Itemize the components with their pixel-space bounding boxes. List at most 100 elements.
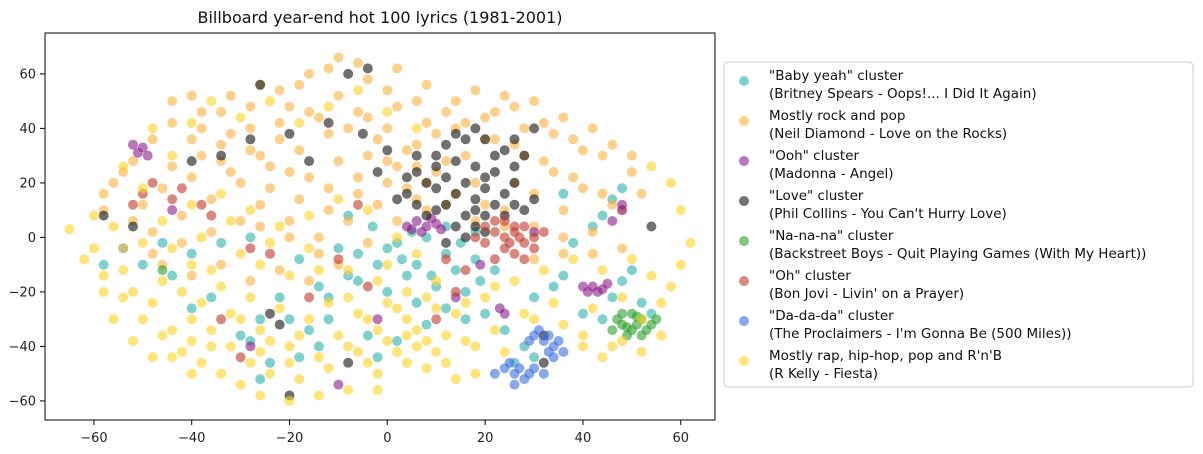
- scatter-point: [372, 368, 383, 379]
- scatter-point: [651, 314, 662, 325]
- y-tick-label: 60: [19, 67, 36, 82]
- legend-entry: Mostly rock and pop (Neil Diamond - Love …: [739, 108, 1007, 142]
- scatter-point: [636, 314, 647, 325]
- scatter-point: [626, 167, 637, 177]
- scatter-point: [196, 150, 207, 161]
- legend-marker: [739, 116, 749, 126]
- scatter-point: [617, 243, 628, 254]
- legend-entry: "Oh" cluster (Bon Jovi - Livin' on a Pray…: [739, 268, 964, 302]
- scatter-point: [167, 150, 178, 161]
- scatter-point: [489, 227, 500, 237]
- scatter-point: [157, 216, 168, 226]
- scatter-point: [450, 308, 461, 319]
- scatter-point: [284, 232, 295, 243]
- scatter-point: [284, 395, 295, 406]
- scatter-point: [392, 216, 403, 226]
- scatter-point: [431, 161, 442, 172]
- series-7: [64, 85, 696, 406]
- scatter-point: [372, 276, 383, 286]
- scatter-point: [265, 237, 275, 248]
- scatter-point: [333, 90, 344, 101]
- scatter-point: [186, 336, 197, 346]
- scatter-point: [255, 314, 266, 325]
- scatter-point: [245, 232, 256, 243]
- scatter-point: [128, 199, 138, 210]
- scatter-point: [206, 194, 217, 205]
- scatter-point: [480, 237, 491, 248]
- scatter-point: [558, 205, 569, 216]
- scatter-point: [353, 308, 363, 319]
- scatter-point: [186, 314, 197, 325]
- scatter-point: [450, 128, 461, 139]
- scatter-point: [167, 117, 178, 128]
- scatter-point: [274, 265, 285, 276]
- scatter-point: [245, 101, 256, 112]
- scatter-point: [431, 314, 442, 325]
- legend-entry: Mostly rap, hip-hop, pop and R'n'B (R Kel…: [739, 348, 1002, 382]
- scatter-point: [431, 303, 442, 314]
- scatter-point: [558, 270, 569, 281]
- scatter-point: [147, 123, 158, 134]
- scatter-point: [460, 117, 471, 128]
- scatter-point: [382, 156, 393, 167]
- scatter-point: [538, 265, 549, 276]
- scatter-point: [636, 188, 647, 199]
- scatter-point: [98, 259, 109, 270]
- scatter-point: [157, 276, 168, 286]
- scatter-point: [313, 248, 324, 259]
- scatter-point: [578, 341, 588, 352]
- scatter-point: [558, 248, 569, 259]
- scatter-point: [304, 107, 315, 117]
- scatter-point: [411, 150, 422, 161]
- scatter-point: [441, 107, 451, 117]
- scatter-point: [470, 123, 481, 134]
- scatter-point: [568, 254, 579, 265]
- scatter-point: [509, 199, 520, 210]
- scatter-point: [509, 101, 520, 112]
- scatter-point: [392, 63, 403, 74]
- scatter-point: [284, 270, 295, 281]
- scatter-point: [284, 341, 295, 352]
- scatter-point: [411, 167, 422, 177]
- scatter-point: [313, 281, 324, 292]
- scatter-point: [470, 161, 481, 172]
- scatter-point: [294, 145, 305, 156]
- scatter-point: [568, 134, 579, 145]
- scatter-point: [245, 243, 256, 254]
- scatter-point: [128, 286, 138, 297]
- legend-label: "Oh" cluster: [769, 268, 851, 284]
- scatter-point: [372, 199, 383, 210]
- scatter-point: [245, 341, 256, 352]
- scatter-point: [353, 85, 363, 96]
- scatter-point: [323, 363, 334, 374]
- scatter-point: [646, 221, 657, 232]
- scatter-point: [636, 297, 647, 308]
- scatter-point: [519, 205, 530, 216]
- scatter-point: [382, 145, 393, 156]
- scatter-point: [519, 123, 530, 134]
- scatter-point: [617, 199, 628, 210]
- scatter-point: [255, 390, 266, 401]
- scatter-point: [333, 379, 344, 390]
- scatter-point: [646, 161, 657, 172]
- scatter-point: [538, 156, 549, 167]
- scatter-point: [509, 276, 520, 286]
- scatter-point: [509, 134, 520, 145]
- scatter-point: [504, 237, 515, 248]
- scatter-point: [538, 227, 549, 237]
- scatter-point: [382, 243, 393, 254]
- scatter-point: [255, 221, 266, 232]
- scatter-point: [441, 357, 451, 368]
- legend-frame: [723, 61, 1194, 388]
- scatter-point: [294, 79, 305, 90]
- scatter-point: [597, 352, 608, 363]
- scatter-point: [147, 297, 158, 308]
- scatter-point: [255, 79, 266, 90]
- legend-sublabel: (R Kelly - Fiesta): [769, 366, 878, 382]
- scatter-point: [137, 314, 148, 325]
- scatter-point: [489, 216, 500, 226]
- scatter-point: [186, 117, 197, 128]
- scatter-point: [480, 221, 491, 232]
- scatter-point: [411, 123, 422, 134]
- scatter-point: [553, 336, 564, 346]
